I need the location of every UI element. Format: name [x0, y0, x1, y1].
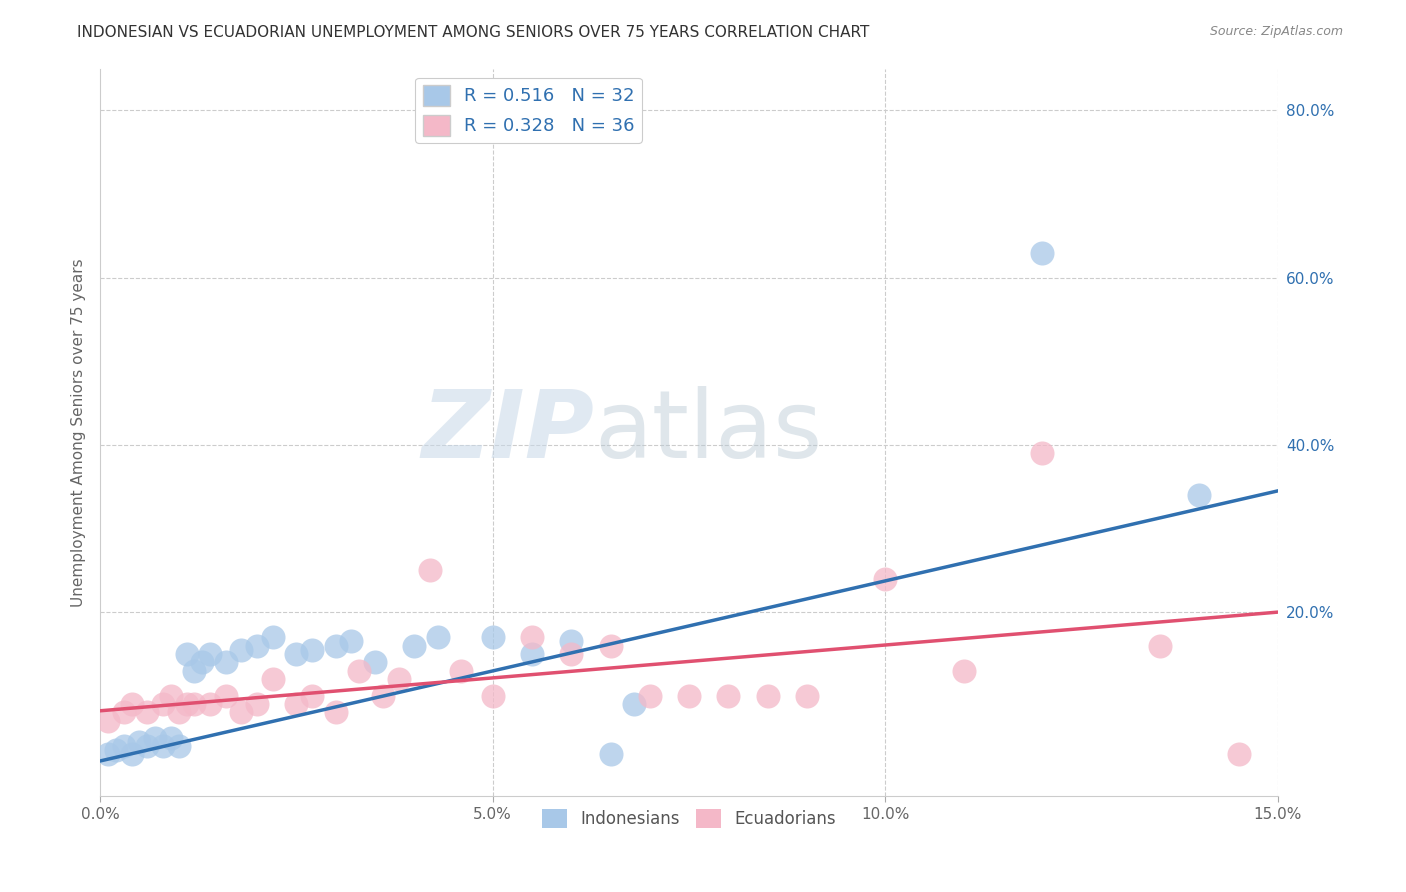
Point — [246, 639, 269, 653]
Point — [599, 747, 621, 762]
Point — [875, 572, 897, 586]
Point — [152, 739, 174, 753]
Point — [301, 642, 323, 657]
Text: ZIP: ZIP — [422, 386, 595, 478]
Point — [419, 563, 441, 577]
Text: Source: ZipAtlas.com: Source: ZipAtlas.com — [1209, 25, 1343, 38]
Point — [1149, 639, 1171, 653]
Point — [404, 639, 426, 653]
Point — [136, 739, 159, 753]
Point — [143, 731, 166, 745]
Point — [560, 647, 582, 661]
Point — [215, 689, 238, 703]
Point — [387, 672, 409, 686]
Point — [301, 689, 323, 703]
Point — [520, 647, 543, 661]
Point — [450, 664, 472, 678]
Point — [112, 706, 135, 720]
Legend: Indonesians, Ecuadorians: Indonesians, Ecuadorians — [536, 803, 844, 835]
Point — [176, 697, 198, 711]
Point — [756, 689, 779, 703]
Point — [560, 634, 582, 648]
Point — [1031, 446, 1053, 460]
Point — [97, 747, 120, 762]
Point — [953, 664, 976, 678]
Text: INDONESIAN VS ECUADORIAN UNEMPLOYMENT AMONG SENIORS OVER 75 YEARS CORRELATION CH: INDONESIAN VS ECUADORIAN UNEMPLOYMENT AM… — [77, 25, 870, 40]
Point — [638, 689, 661, 703]
Point — [231, 706, 253, 720]
Point — [1188, 488, 1211, 502]
Point — [191, 655, 214, 669]
Point — [128, 735, 150, 749]
Point — [262, 630, 284, 644]
Point — [678, 689, 700, 703]
Point — [198, 697, 221, 711]
Point — [371, 689, 394, 703]
Point — [246, 697, 269, 711]
Point — [159, 731, 181, 745]
Point — [159, 689, 181, 703]
Point — [325, 639, 347, 653]
Point — [97, 714, 120, 728]
Text: atlas: atlas — [595, 386, 823, 478]
Point — [121, 697, 143, 711]
Point — [183, 664, 205, 678]
Point — [426, 630, 449, 644]
Point — [167, 739, 190, 753]
Point — [136, 706, 159, 720]
Point — [340, 634, 363, 648]
Point — [176, 647, 198, 661]
Point — [599, 639, 621, 653]
Point — [717, 689, 740, 703]
Point — [520, 630, 543, 644]
Point — [364, 655, 387, 669]
Point — [623, 697, 645, 711]
Point — [198, 647, 221, 661]
Y-axis label: Unemployment Among Seniors over 75 years: Unemployment Among Seniors over 75 years — [72, 258, 86, 607]
Point — [481, 689, 503, 703]
Point — [285, 647, 308, 661]
Point — [112, 739, 135, 753]
Point — [796, 689, 818, 703]
Point — [1227, 747, 1250, 762]
Point — [262, 672, 284, 686]
Point — [121, 747, 143, 762]
Point — [349, 664, 371, 678]
Point — [152, 697, 174, 711]
Point — [285, 697, 308, 711]
Point — [167, 706, 190, 720]
Point — [1031, 245, 1053, 260]
Point — [325, 706, 347, 720]
Point — [231, 642, 253, 657]
Point — [481, 630, 503, 644]
Point — [183, 697, 205, 711]
Point — [215, 655, 238, 669]
Point — [104, 743, 127, 757]
